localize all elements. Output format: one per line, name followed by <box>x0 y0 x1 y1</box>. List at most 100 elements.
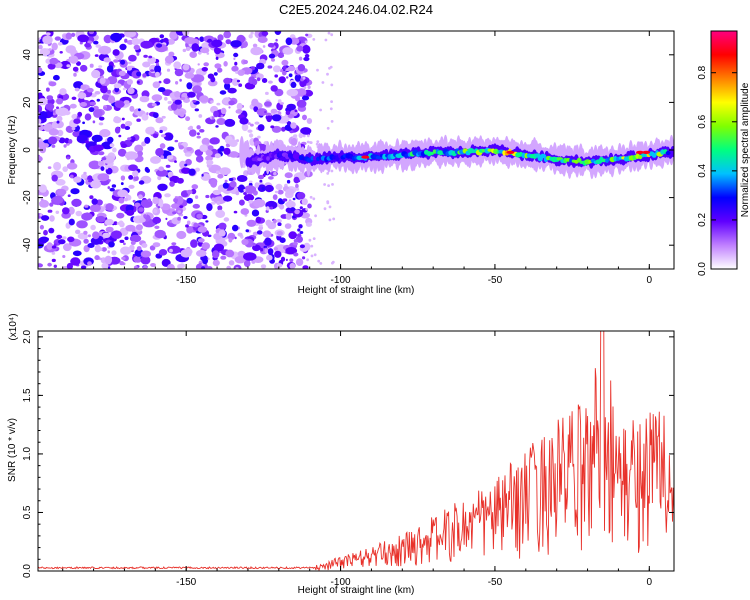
noise-blob <box>270 108 278 114</box>
noise-dot <box>327 184 330 188</box>
noise-blob <box>71 113 78 120</box>
noise-blob <box>251 209 260 217</box>
noise-blob <box>223 31 232 39</box>
noise-blob <box>56 120 60 124</box>
noise-blob <box>38 124 45 131</box>
noise-blob <box>299 231 304 234</box>
noise-blob <box>285 247 298 255</box>
noise-blob <box>141 141 147 147</box>
noise-blob <box>189 51 197 58</box>
noise-blob <box>304 54 310 58</box>
noise-blob <box>54 36 61 41</box>
noise-blob <box>294 73 302 82</box>
noise-blob <box>90 236 102 245</box>
noise-blob <box>201 137 210 146</box>
noise-blob <box>56 188 67 196</box>
colorbar-ticks: 0.0 0.2 0.4 0.6 0.8 <box>697 65 737 276</box>
noise-blob <box>124 126 131 130</box>
noise-blob <box>236 79 241 83</box>
noise-dot <box>331 183 334 186</box>
noise-blob <box>210 100 214 104</box>
noise-blob <box>181 96 186 101</box>
noise-blob <box>59 88 67 96</box>
noise-blob <box>185 224 189 228</box>
noise-blob <box>165 164 171 168</box>
noise-blob <box>235 190 240 196</box>
colorbar-label: Normalized spectral amplitude <box>740 82 750 217</box>
noise-blob <box>277 99 282 104</box>
noise-blob <box>76 61 81 66</box>
noise-blob <box>302 265 309 269</box>
noise-blob <box>305 33 309 37</box>
noise-blob <box>217 67 223 73</box>
noise-blob <box>238 83 243 87</box>
noise-blob <box>84 113 92 121</box>
noise-blob <box>213 110 219 118</box>
noise-blob <box>53 264 57 268</box>
noise-blob <box>212 259 220 267</box>
noise-blob <box>101 141 114 150</box>
noise-blob <box>67 236 75 243</box>
noise-dot <box>309 195 313 199</box>
colorbar-tick-label: 0.2 <box>697 213 708 227</box>
noise-blob <box>210 201 216 205</box>
noise-blob <box>152 133 159 139</box>
spectrogram-y-ticks: -40 -20 0 20 40 <box>22 30 674 270</box>
noise-blob <box>63 144 67 148</box>
noise-blob <box>108 241 115 248</box>
chart-title: C2E5.2024.246.04.02.R24 <box>279 2 433 17</box>
noise-dot <box>321 81 325 84</box>
noise-blob <box>279 204 285 210</box>
noise-blob <box>206 266 213 269</box>
noise-blob <box>121 256 126 260</box>
noise-blob <box>295 183 299 189</box>
noise-blob <box>39 224 45 230</box>
noise-blob <box>95 44 102 48</box>
noise-blob <box>268 176 274 180</box>
noise-blob <box>167 171 174 177</box>
noise-blob <box>252 242 256 247</box>
noise-blob <box>62 236 67 240</box>
noise-dot <box>326 172 330 175</box>
noise-blob <box>231 65 239 72</box>
noise-blob <box>177 216 182 221</box>
noise-blob <box>88 179 92 183</box>
noise-blob <box>121 117 125 121</box>
noise-blob <box>245 229 250 233</box>
noise-blob <box>49 202 54 207</box>
noise-blob <box>92 105 99 111</box>
noise-blob <box>210 179 218 188</box>
noise-dot <box>305 208 309 211</box>
snr-x-axis-label: Height of straight line (km) <box>298 585 415 596</box>
noise-blob <box>274 31 282 35</box>
noise-dot <box>328 66 331 70</box>
noise-blob <box>185 116 191 122</box>
noise-blob <box>125 120 133 127</box>
noise-blob <box>107 186 111 190</box>
noise-blob <box>205 220 209 223</box>
noise-blob <box>210 76 216 83</box>
noise-blob <box>59 51 63 54</box>
noise-blob <box>302 114 307 121</box>
noise-blob <box>66 156 70 160</box>
noise-blob <box>91 69 101 79</box>
noise-blob <box>96 98 101 102</box>
noise-blob <box>72 250 82 257</box>
noise-blob <box>219 90 227 95</box>
noise-blob <box>131 37 140 46</box>
noise-blob <box>127 87 135 95</box>
noise-blob <box>284 223 292 229</box>
noise-blob <box>256 230 263 235</box>
noise-blob <box>282 65 287 70</box>
noise-blob <box>301 198 308 206</box>
noise-blob <box>191 43 200 52</box>
noise-blob <box>300 127 312 135</box>
noise-blob <box>143 54 148 58</box>
snr-y-ticks: 0.0 0.5 1.0 1.5 2.0 <box>22 329 674 578</box>
noise-blob <box>104 255 113 265</box>
noise-blob <box>158 249 168 256</box>
noise-blob <box>128 54 137 62</box>
noise-blob <box>265 206 270 211</box>
noise-blob <box>213 196 227 205</box>
noise-blob <box>117 148 127 157</box>
